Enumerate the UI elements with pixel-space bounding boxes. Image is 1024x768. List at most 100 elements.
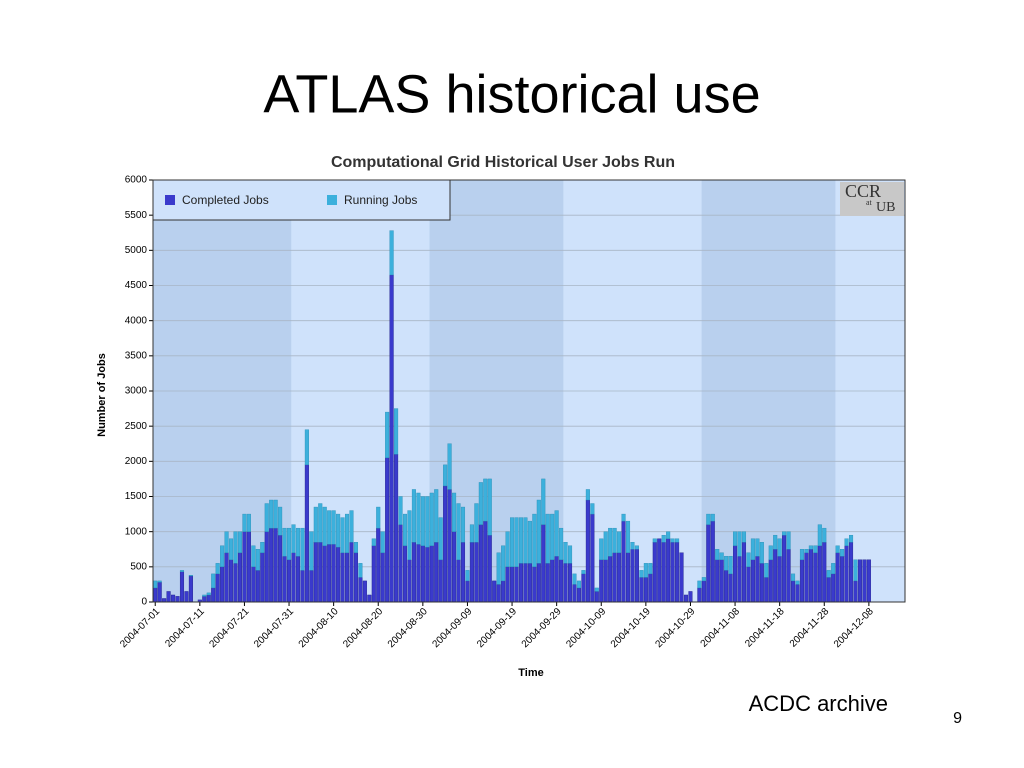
bar-segment <box>220 566 225 603</box>
y-tick-label: 0 <box>141 597 147 608</box>
bar-segment <box>398 524 403 603</box>
bar-segment <box>478 524 483 603</box>
x-tick-label: 2004-08-10 <box>297 606 341 650</box>
bar-segment <box>429 545 434 603</box>
bar-segment <box>764 563 769 578</box>
bar-segment <box>251 545 256 568</box>
x-tick-label: 2004-10-09 <box>564 606 608 650</box>
bar-segment <box>594 587 599 592</box>
bar-segment <box>603 531 608 561</box>
bar-segment <box>429 492 434 546</box>
bar-segment <box>233 531 238 564</box>
bar-segment <box>675 542 680 603</box>
bar-segment <box>840 556 845 603</box>
bar-segment <box>313 506 318 543</box>
bar-segment <box>527 563 532 603</box>
bar-segment <box>260 552 265 603</box>
bar-segment <box>585 489 590 501</box>
bar-segment <box>666 538 671 603</box>
bar-segment <box>175 596 180 603</box>
bar-segment <box>724 556 729 571</box>
bar-segment <box>322 506 327 546</box>
bar-segment <box>215 573 220 603</box>
y-axis-title: Number of Jobs <box>96 353 108 437</box>
bar-segment <box>536 499 541 564</box>
logo-box <box>840 182 904 216</box>
bar-segment <box>492 580 497 603</box>
bar-segment <box>550 559 555 603</box>
bar-segment <box>639 570 644 578</box>
bar-segment <box>260 542 265 553</box>
bar-segment <box>278 506 283 536</box>
bar-segment <box>719 559 724 603</box>
bar-segment <box>496 552 501 585</box>
bar-segment <box>733 531 738 546</box>
bar-segment <box>715 549 720 561</box>
bar-segment <box>518 563 524 603</box>
bar-segment <box>728 573 733 603</box>
bar-segment <box>353 542 358 553</box>
bar-segment <box>670 538 675 543</box>
bar-segment <box>327 544 332 603</box>
bar-segment <box>246 513 251 532</box>
bar-segment <box>269 499 274 529</box>
legend-box <box>152 179 451 221</box>
bar-segment <box>505 531 510 568</box>
bar-segment <box>523 517 528 564</box>
bar-segment <box>331 510 336 545</box>
x-tick-label: 2004-11-08 <box>699 606 743 650</box>
bar-segment <box>291 524 296 553</box>
bar-segment <box>434 489 439 543</box>
bar-segment <box>358 563 363 578</box>
bar-segment <box>733 545 738 603</box>
bar-segment <box>478 482 483 525</box>
bar-segment <box>768 559 773 603</box>
bar-segment <box>621 520 626 603</box>
y-tick-label: 2500 <box>125 421 148 432</box>
bar-segment <box>750 538 755 561</box>
caption: ACDC archive <box>749 691 888 716</box>
bar-segment <box>518 517 524 564</box>
bar-segment <box>679 552 684 603</box>
bar-segment <box>251 566 256 603</box>
bar-segment <box>304 429 309 466</box>
bar-segment <box>857 559 862 603</box>
bar-segment <box>608 556 613 603</box>
bar-segment <box>389 274 394 603</box>
bar-segment <box>786 549 791 603</box>
bar-segment <box>773 534 778 550</box>
bar-segment <box>612 527 617 553</box>
bar-segment <box>661 542 666 603</box>
bar-segment <box>724 570 729 603</box>
bar-segment <box>402 545 408 603</box>
bar-segment <box>849 542 854 603</box>
bar-segment <box>362 580 367 603</box>
bar-segment <box>822 542 827 603</box>
bar-segment <box>242 513 247 532</box>
bar-segment <box>157 580 162 583</box>
y-tick-label: 3000 <box>125 386 148 397</box>
bar-segment <box>291 552 296 603</box>
bar-segment <box>639 577 644 603</box>
bar-segment <box>411 542 416 603</box>
bar-segment <box>331 544 336 603</box>
legend: Completed Jobs Running Jobs <box>152 179 451 221</box>
bar-segment <box>434 542 439 603</box>
bar-segment <box>599 559 604 603</box>
bar-segment <box>358 577 363 603</box>
bar-segment <box>594 591 599 603</box>
logo-text: CCR <box>845 181 881 201</box>
bar-segment <box>501 545 506 582</box>
bar-segment <box>367 594 372 603</box>
bar-segment <box>523 563 528 603</box>
bar-segment <box>536 563 541 603</box>
bar-segment <box>376 527 381 603</box>
bar-segment <box>179 571 185 603</box>
logo-text: at <box>866 198 873 207</box>
x-tick-label: 2004-07-01 <box>118 606 162 650</box>
bar-segment <box>443 464 448 487</box>
bar-segment <box>327 510 332 545</box>
bar-segment <box>287 559 292 603</box>
bar-segment <box>786 531 791 550</box>
bar-segment <box>344 513 350 553</box>
